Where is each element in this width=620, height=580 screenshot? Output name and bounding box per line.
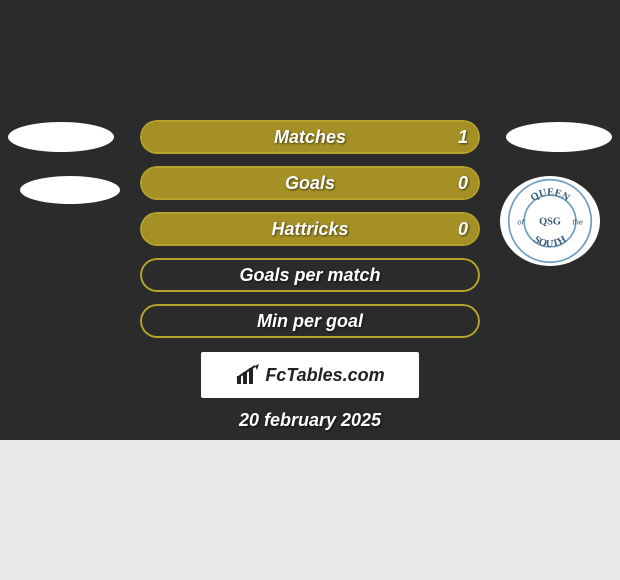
- stat-border-right: [310, 166, 480, 200]
- brand-chart-icon: [235, 364, 261, 386]
- stat-border-left: [140, 212, 310, 246]
- stat-border-left: [140, 166, 310, 200]
- stat-border-right: [310, 212, 480, 246]
- stat-bar: [140, 166, 480, 200]
- stat-border-right: [310, 120, 480, 154]
- stats-list: Matches1 Goals0 Hattricks0 Goals per match M…: [0, 120, 620, 350]
- stat-row: Matches1: [0, 120, 620, 154]
- snapshot-date: 20 february 2025: [0, 410, 620, 431]
- brand-text: FcTables.com: [265, 365, 384, 386]
- stat-border-left: [140, 120, 310, 154]
- stat-row: Hattricks0: [0, 212, 620, 246]
- stat-border-left: [140, 258, 310, 292]
- stat-value-right: 0: [458, 166, 468, 200]
- comparison-card: Vinny Berry vs Charters Club competition…: [0, 0, 620, 580]
- stat-border-right: [310, 258, 480, 292]
- stat-row: Goals per match: [0, 258, 620, 292]
- stat-value-right: 0: [458, 212, 468, 246]
- bg-bottom: [0, 440, 620, 580]
- stat-bar: [140, 212, 480, 246]
- stat-border-left: [140, 304, 310, 338]
- stat-row: Goals0: [0, 166, 620, 200]
- stat-value-right: 1: [458, 120, 468, 154]
- brand-box: FcTables.com: [201, 352, 419, 398]
- stat-border-right: [310, 304, 480, 338]
- stat-bar: [140, 304, 480, 338]
- stat-row: Min per goal: [0, 304, 620, 338]
- stat-bar: [140, 120, 480, 154]
- stat-bar: [140, 258, 480, 292]
